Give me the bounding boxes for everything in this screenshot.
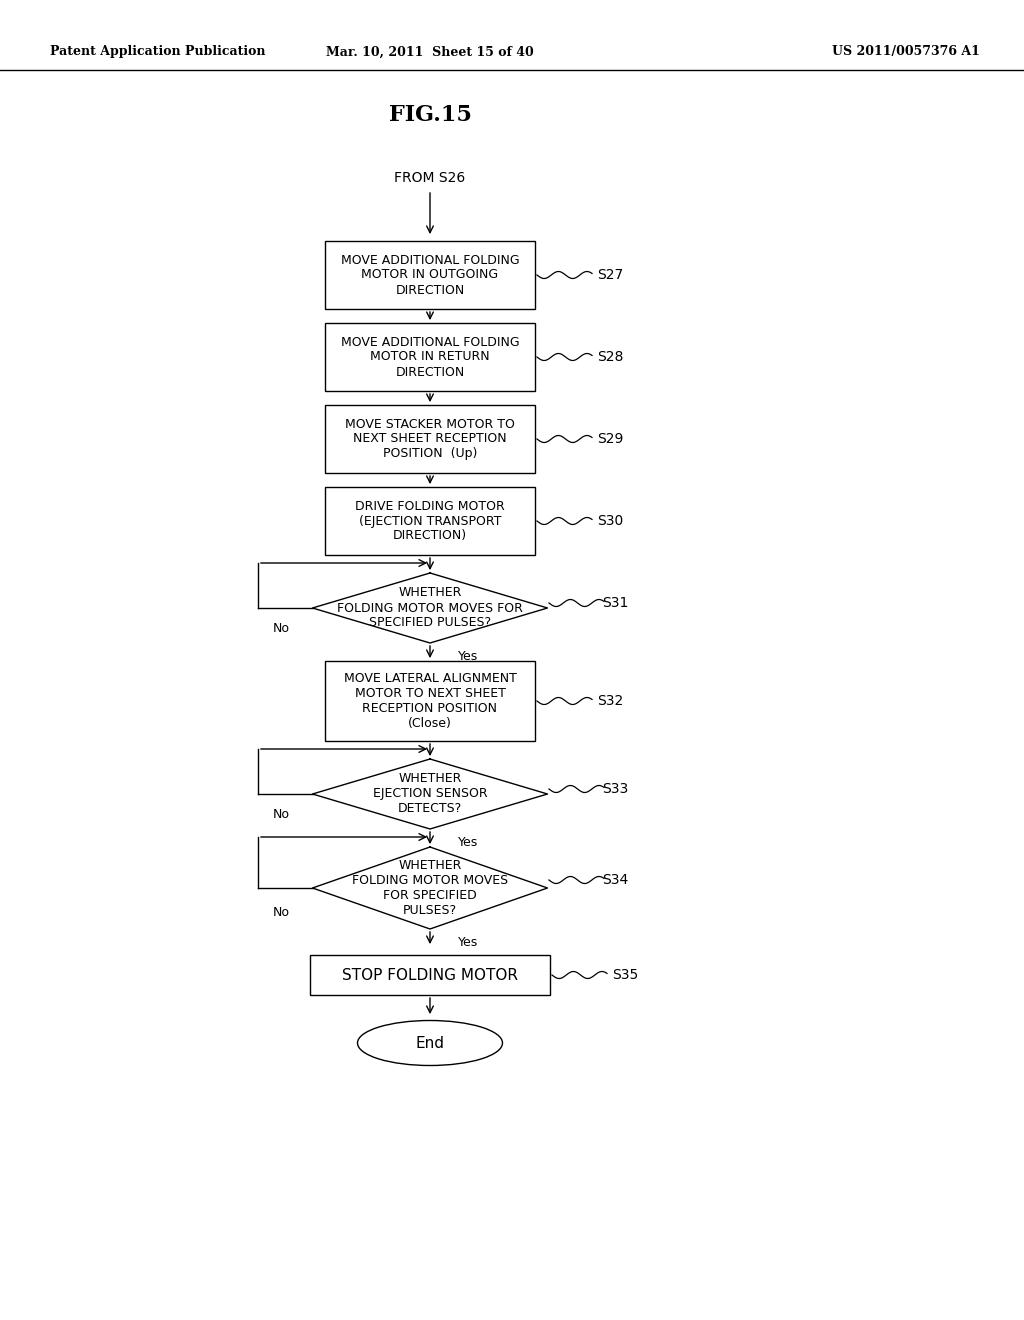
Text: S33: S33 xyxy=(602,781,629,796)
Text: S28: S28 xyxy=(597,350,624,364)
Bar xyxy=(325,661,535,741)
Bar xyxy=(325,487,535,554)
Text: WHETHER
FOLDING MOTOR MOVES
FOR SPECIFIED
PULSES?: WHETHER FOLDING MOTOR MOVES FOR SPECIFIE… xyxy=(352,859,508,917)
Ellipse shape xyxy=(357,1020,503,1065)
Text: STOP FOLDING MOTOR: STOP FOLDING MOTOR xyxy=(342,968,518,982)
Text: S32: S32 xyxy=(597,694,624,708)
Text: End: End xyxy=(416,1035,444,1051)
Text: S30: S30 xyxy=(597,513,624,528)
Text: Yes: Yes xyxy=(458,836,478,849)
Bar xyxy=(325,242,535,309)
Text: Mar. 10, 2011  Sheet 15 of 40: Mar. 10, 2011 Sheet 15 of 40 xyxy=(326,45,534,58)
Text: DRIVE FOLDING MOTOR
(EJECTION TRANSPORT
DIRECTION): DRIVE FOLDING MOTOR (EJECTION TRANSPORT … xyxy=(355,499,505,543)
Text: No: No xyxy=(272,907,290,920)
Bar xyxy=(310,954,550,995)
Bar xyxy=(325,405,535,473)
Text: MOVE ADDITIONAL FOLDING
MOTOR IN OUTGOING
DIRECTION: MOVE ADDITIONAL FOLDING MOTOR IN OUTGOIN… xyxy=(341,253,519,297)
Text: Yes: Yes xyxy=(458,936,478,949)
Text: FROM S26: FROM S26 xyxy=(394,172,466,185)
Text: WHETHER
EJECTION SENSOR
DETECTS?: WHETHER EJECTION SENSOR DETECTS? xyxy=(373,772,487,816)
Text: FIG.15: FIG.15 xyxy=(388,104,471,125)
Text: MOVE ADDITIONAL FOLDING
MOTOR IN RETURN
DIRECTION: MOVE ADDITIONAL FOLDING MOTOR IN RETURN … xyxy=(341,335,519,379)
Text: Patent Application Publication: Patent Application Publication xyxy=(50,45,265,58)
Text: No: No xyxy=(272,808,290,821)
Text: US 2011/0057376 A1: US 2011/0057376 A1 xyxy=(833,45,980,58)
Text: S31: S31 xyxy=(602,597,629,610)
Text: MOVE LATERAL ALIGNMENT
MOTOR TO NEXT SHEET
RECEPTION POSITION
(Close): MOVE LATERAL ALIGNMENT MOTOR TO NEXT SHE… xyxy=(344,672,516,730)
Text: S29: S29 xyxy=(597,432,624,446)
Text: MOVE STACKER MOTOR TO
NEXT SHEET RECEPTION
POSITION  (Up): MOVE STACKER MOTOR TO NEXT SHEET RECEPTI… xyxy=(345,417,515,461)
Bar xyxy=(325,323,535,391)
Text: Yes: Yes xyxy=(458,649,478,663)
Text: S35: S35 xyxy=(612,968,638,982)
Text: S34: S34 xyxy=(602,873,629,887)
Text: No: No xyxy=(272,622,290,635)
Text: WHETHER
FOLDING MOTOR MOVES FOR
SPECIFIED PULSES?: WHETHER FOLDING MOTOR MOVES FOR SPECIFIE… xyxy=(337,586,523,630)
Text: S27: S27 xyxy=(597,268,624,282)
